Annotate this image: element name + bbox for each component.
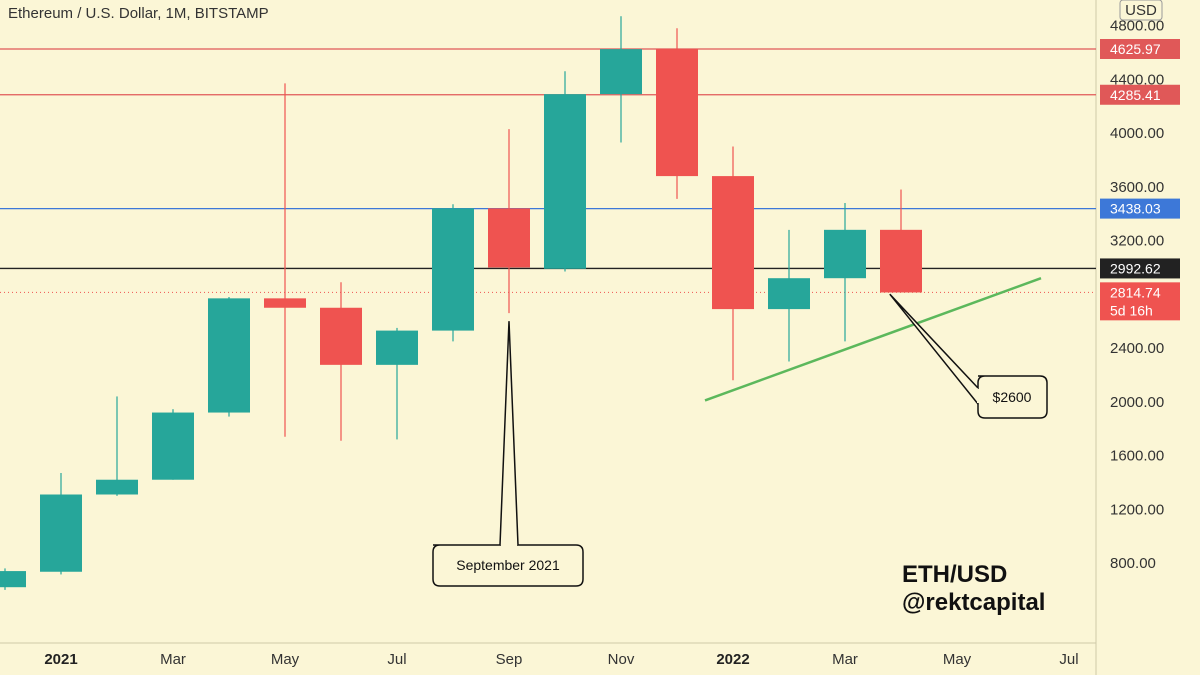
level-badge-3-label: 2992.62 — [1110, 260, 1161, 276]
candles-layer — [0, 16, 922, 590]
level-badge-1-label: 4285.41 — [1110, 87, 1161, 103]
y-tick-label: 3200.00 — [1110, 233, 1164, 250]
x-tick-label: Mar — [832, 651, 858, 668]
candle-2020-12 — [0, 568, 26, 590]
candle-body — [488, 208, 530, 268]
candle-body — [880, 229, 922, 293]
candle-body — [320, 307, 362, 365]
y-axis: 800.001200.001600.002000.002400.002800.0… — [1110, 18, 1164, 572]
candle-body — [208, 298, 250, 413]
watermark-line-2: @rektcapital — [902, 589, 1045, 616]
last-price-badge: 2814.74 5d 16h — [1100, 282, 1180, 321]
candle-body — [600, 49, 642, 95]
candle-body — [40, 494, 82, 572]
chart-title: Ethereum / U.S. Dollar, 1M, BITSTAMP — [8, 5, 269, 22]
candle-body — [432, 208, 474, 331]
candle-2021-06 — [320, 282, 362, 441]
watermark: ETH/USD @rektcapital — [902, 561, 1045, 616]
candle-body — [376, 330, 418, 365]
watermark-line-1: ETH/USD — [902, 561, 1007, 588]
candle-2021-02 — [96, 396, 138, 496]
y-tick-label: 800.00 — [1110, 555, 1156, 572]
candle-body — [656, 49, 698, 177]
x-tick-label: Jul — [387, 651, 406, 668]
level-badge-2: 3438.03 — [1100, 198, 1180, 219]
candle-body — [824, 229, 866, 279]
x-axis: 2021 Mar May Jul Sep Nov 2022 Mar May Jul — [44, 651, 1078, 668]
candle-2021-01 — [40, 473, 82, 575]
y-tick-label: 3600.00 — [1110, 179, 1164, 196]
candle-body — [152, 412, 194, 480]
level-badge-1: 4285.41 — [1100, 84, 1180, 105]
price-badges: 4625.97 4285.41 3438.03 2992.62 2814.74 5d 16… — [1100, 39, 1180, 321]
x-tick-label: 2022 — [716, 651, 749, 668]
currency-label: USD — [1125, 2, 1157, 19]
trendline-layer — [704, 277, 1042, 402]
last-price-badge-countdown: 5d 16h — [1110, 302, 1153, 318]
y-tick-label: 2400.00 — [1110, 340, 1164, 357]
candle-2021-03 — [152, 409, 194, 480]
callout-2600: $2600 — [889, 293, 1048, 419]
y-tick-label: 1200.00 — [1110, 501, 1164, 518]
candle-2021-10 — [544, 71, 586, 272]
level-badge-0-label: 4625.97 — [1110, 41, 1161, 57]
level-badge-2-bg — [1100, 198, 1180, 219]
candle-2021-09 — [488, 129, 530, 314]
candle-2021-04 — [208, 297, 250, 417]
candle-2021-07 — [376, 327, 418, 440]
candle-body — [712, 176, 754, 310]
y-tick-label: 2000.00 — [1110, 394, 1164, 411]
candle-2021-08 — [432, 204, 474, 342]
y-tick-label: 1600.00 — [1110, 448, 1164, 465]
level-badge-2-label: 3438.03 — [1110, 201, 1161, 217]
candle-2022-01 — [712, 146, 754, 381]
x-tick-label: Mar — [160, 651, 186, 668]
callout-box — [432, 544, 584, 587]
callout-september-2021: September 2021 — [432, 321, 584, 587]
x-tick-label: May — [271, 651, 300, 668]
last-price-badge-bg — [1100, 282, 1180, 321]
x-tick-label: Jul — [1059, 651, 1078, 668]
candle-2021-11 — [600, 16, 642, 143]
candle-2021-05 — [264, 83, 306, 437]
x-tick-label: 2021 — [44, 651, 77, 668]
candle-body — [96, 479, 138, 495]
callout-pointer — [889, 293, 979, 405]
x-tick-label: May — [943, 651, 972, 668]
y-tick-label: 4800.00 — [1110, 18, 1164, 35]
candle-2022-04 — [880, 189, 922, 293]
y-tick-label: 4000.00 — [1110, 125, 1164, 142]
candle-body — [544, 94, 586, 269]
annotations: September 2021 $2600 — [432, 293, 1048, 587]
y-tick-label: 4400.00 — [1110, 71, 1164, 88]
callout-text: $2600 — [993, 389, 1032, 405]
candle-body — [768, 278, 810, 310]
currency-badge[interactable]: USD — [1119, 0, 1163, 21]
level-badge-3-bg — [1100, 258, 1180, 279]
candle-2022-02 — [768, 229, 810, 362]
level-badge-0: 4625.97 — [1100, 39, 1180, 60]
candle-body — [0, 571, 26, 588]
candle-2021-12 — [656, 28, 698, 199]
level-badge-3: 2992.62 — [1100, 258, 1180, 279]
candle-2022-03 — [824, 202, 866, 342]
x-tick-label: Nov — [608, 651, 635, 668]
level-badge-1-bg — [1100, 84, 1180, 105]
level-badge-0-bg — [1100, 39, 1180, 60]
support-trendline — [704, 277, 1042, 402]
candle-body — [264, 298, 306, 308]
x-tick-label: Sep — [496, 651, 523, 668]
callout-pointer — [499, 321, 519, 546]
last-price-badge-label: 2814.74 — [1110, 284, 1161, 300]
callout-box — [977, 375, 1048, 419]
callout-text: September 2021 — [456, 557, 560, 573]
